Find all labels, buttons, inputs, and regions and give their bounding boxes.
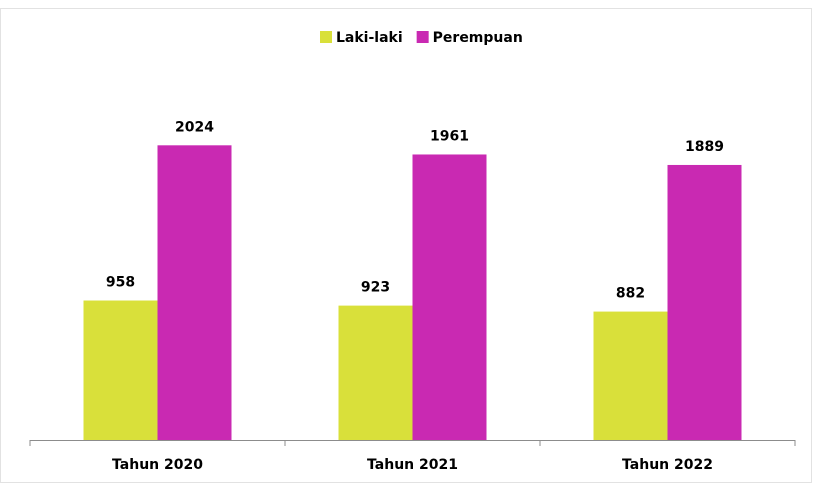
legend-label: Perempuan	[433, 30, 523, 46]
data-label: 958	[106, 275, 135, 291]
data-label: 923	[361, 280, 390, 296]
legend-swatch	[416, 31, 429, 43]
data-label: 1961	[430, 128, 469, 144]
x-tick-label: Tahun 2020	[112, 457, 203, 473]
bar	[157, 145, 232, 440]
data-label: 882	[616, 286, 645, 302]
bar	[412, 154, 487, 440]
bar	[593, 311, 668, 440]
legend-label: Laki-laki	[336, 30, 403, 46]
legend-swatch	[320, 31, 332, 43]
bar	[667, 164, 742, 440]
data-label: 2024	[175, 119, 214, 135]
x-tick-label: Tahun 2021	[367, 457, 458, 473]
bar	[83, 300, 158, 440]
x-tick-label: Tahun 2022	[622, 457, 713, 473]
bar	[338, 305, 413, 440]
data-label: 1889	[685, 139, 724, 155]
